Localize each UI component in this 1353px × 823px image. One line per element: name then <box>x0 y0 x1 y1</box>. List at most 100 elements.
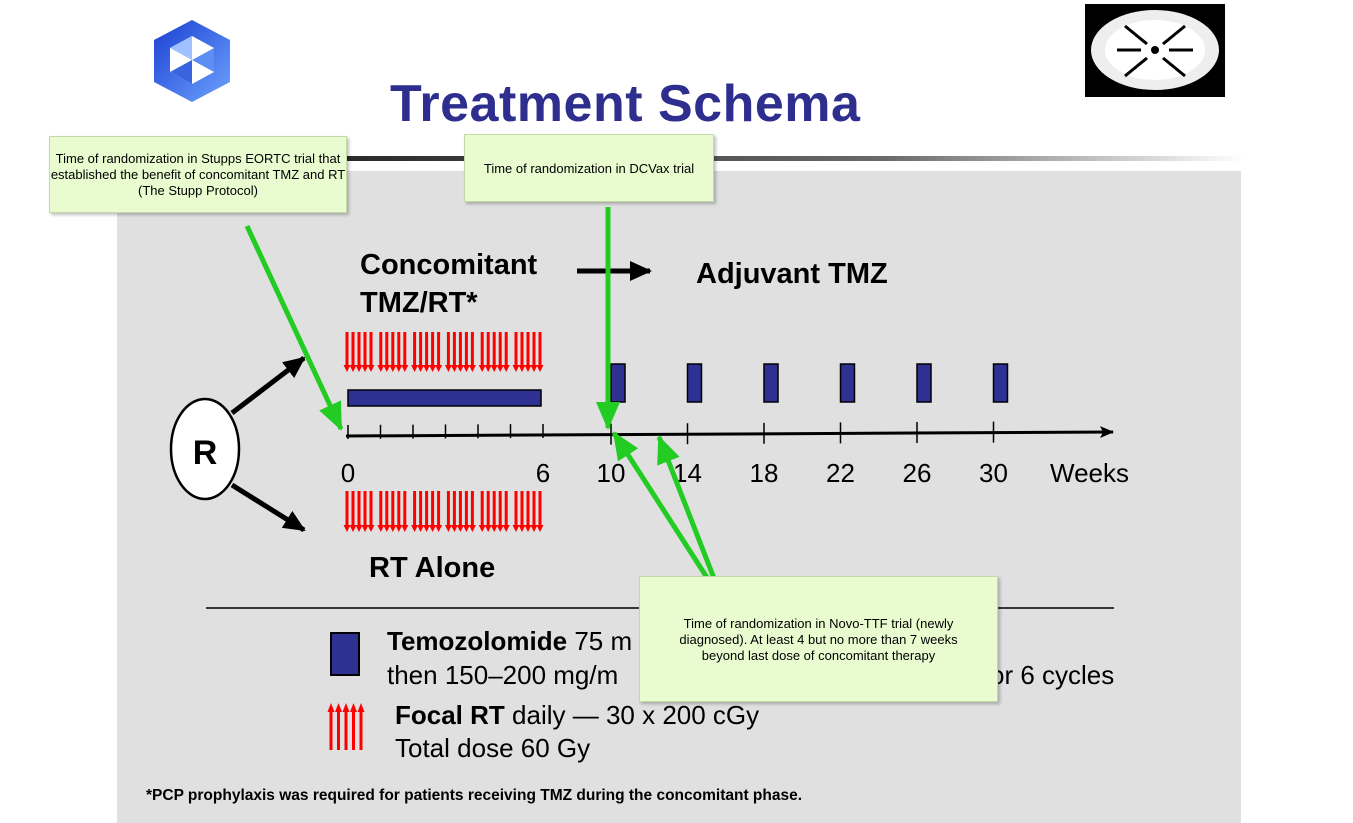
rt-arrows-concomitant <box>343 332 544 372</box>
tmz-concomitant-bar <box>347 389 542 407</box>
rt-dose-arrowhead <box>411 365 419 372</box>
rt-dose-arrowhead <box>349 365 357 372</box>
rt-dose-arrowhead <box>355 365 363 372</box>
tmz-adjuvant-cycle <box>610 363 626 403</box>
rt-dose-arrowhead <box>444 525 452 532</box>
rt-dose-arrowhead <box>518 365 526 372</box>
legend-rt-swatch <box>327 703 365 750</box>
axis-tick-label: 6 <box>536 458 550 488</box>
legend-rt-rest: daily — 30 x 200 cGy <box>512 700 759 730</box>
rt-dose-arrowhead <box>450 365 458 372</box>
rt-dose-arrowhead <box>355 525 363 532</box>
legend-rt-line2: Total dose 60 Gy <box>395 733 590 763</box>
rt-dose-arrowhead <box>468 365 476 372</box>
rt-dose-arrowhead <box>429 525 437 532</box>
rt-dose-arrowhead <box>502 365 510 372</box>
rt-week-bundle <box>377 332 409 372</box>
randomization-label: R <box>193 434 218 472</box>
axis-tick-label: 30 <box>979 458 1008 488</box>
rt-dose-arrowhead <box>518 525 526 532</box>
rt-dose-arrowhead <box>512 525 520 532</box>
tmz-adjuvant-cycle <box>763 363 779 403</box>
rt-dose-arrowhead <box>462 525 470 532</box>
rt-dose-arrowhead <box>435 525 443 532</box>
rt-dose-arrowhead <box>536 525 544 532</box>
tmz-adjuvant-blocks <box>610 363 1009 403</box>
rt-dose-arrowhead <box>496 525 504 532</box>
rt-dose-arrowhead <box>411 525 419 532</box>
rt-dose-arrowhead <box>361 525 369 532</box>
legend-tmz-rest: 75 m <box>574 626 632 656</box>
concomitant-label-line1: Concomitant <box>360 249 538 281</box>
rt-dose-arrowhead <box>401 365 409 372</box>
tmz-adjuvant-cycle <box>992 363 1009 403</box>
rt-week-bundle <box>343 491 375 532</box>
axis-tick-label: 26 <box>903 458 932 488</box>
rt-week-bundle <box>411 491 443 532</box>
timeline-tick-labels: 0 6 10 14 18 22 26 30 <box>341 458 1008 488</box>
legend-rt-arrowhead <box>327 703 335 712</box>
rt-week-bundle <box>512 332 544 372</box>
footnote: *PCP prophylaxis was required for patien… <box>146 787 802 804</box>
rt-week-bundle <box>512 491 544 532</box>
rt-dose-arrowhead <box>417 525 425 532</box>
rt-dose-arrowhead <box>423 365 431 372</box>
rt-week-bundle <box>478 332 510 372</box>
rt-dose-arrowhead <box>395 525 403 532</box>
tmz-adjuvant-cycle <box>839 363 856 403</box>
rt-dose-arrowhead <box>343 365 351 372</box>
rt-dose-arrowhead <box>450 525 458 532</box>
rt-week-bundle <box>377 491 409 532</box>
rt-week-bundle <box>343 332 375 372</box>
rt-dose-arrowhead <box>444 365 452 372</box>
rt-dose-arrowhead <box>429 365 437 372</box>
rt-dose-arrowhead <box>478 525 486 532</box>
tmz-adjuvant-cycle <box>686 363 703 403</box>
rt-dose-arrowhead <box>383 365 391 372</box>
slide-title: Treatment Schema <box>390 75 861 133</box>
legend-rt-arrowhead <box>357 703 365 712</box>
axis-tick-label: 22 <box>826 458 855 488</box>
tumor-scan-image <box>1085 4 1225 97</box>
rt-dose-arrowhead <box>478 365 486 372</box>
note-eortc-randomization: Time of randomization in Stupps EORTC tr… <box>49 136 347 213</box>
rt-dose-arrowhead <box>377 525 385 532</box>
rt-dose-arrowhead <box>456 365 464 372</box>
rt-dose-arrowhead <box>349 525 357 532</box>
rt-dose-arrowhead <box>530 365 538 372</box>
rt-dose-arrowhead <box>367 525 375 532</box>
rt-dose-arrowhead <box>490 365 498 372</box>
rt-dose-arrowhead <box>383 525 391 532</box>
legend-rt-bold: Focal RT <box>395 700 505 730</box>
branch-arrow-down <box>230 482 306 533</box>
rt-dose-arrowhead <box>377 365 385 372</box>
rt-dose-arrowhead <box>502 525 510 532</box>
axis-tick-label: 10 <box>597 458 626 488</box>
legend-rt-arrowhead <box>350 703 357 712</box>
concomitant-label-line2: TMZ/RT* <box>360 287 478 319</box>
rt-dose-arrowhead <box>484 365 492 372</box>
rt-alone-label: RT Alone <box>369 552 495 584</box>
schema-panel <box>117 171 1241 823</box>
axis-unit-label: Weeks <box>1050 458 1129 488</box>
axis-tick-label: 0 <box>341 458 355 488</box>
legend-tmz-swatch <box>330 632 360 676</box>
rt-dose-arrowhead <box>435 365 443 372</box>
branch-arrow-up <box>230 356 306 415</box>
rt-dose-arrowhead <box>530 525 538 532</box>
rt-dose-arrowhead <box>456 525 464 532</box>
rt-dose-arrowhead <box>367 365 375 372</box>
rt-dose-arrowhead <box>468 525 476 532</box>
rt-dose-arrowhead <box>389 365 397 372</box>
tmz-adjuvant-cycle <box>916 363 932 403</box>
rt-arrows-rt-alone <box>343 491 544 532</box>
rt-dose-arrowhead <box>343 525 351 532</box>
annotation-arrow-eortc <box>244 224 344 431</box>
rt-dose-arrowhead <box>512 365 520 372</box>
rt-dose-arrowhead <box>361 365 369 372</box>
legend-rt-line1: Focal RT daily — 30 x 200 cGy <box>395 700 759 730</box>
legend-tmz-line1: Temozolomide 75 m <box>387 626 632 656</box>
rt-dose-arrowhead <box>484 525 492 532</box>
rt-dose-arrowhead <box>401 525 409 532</box>
